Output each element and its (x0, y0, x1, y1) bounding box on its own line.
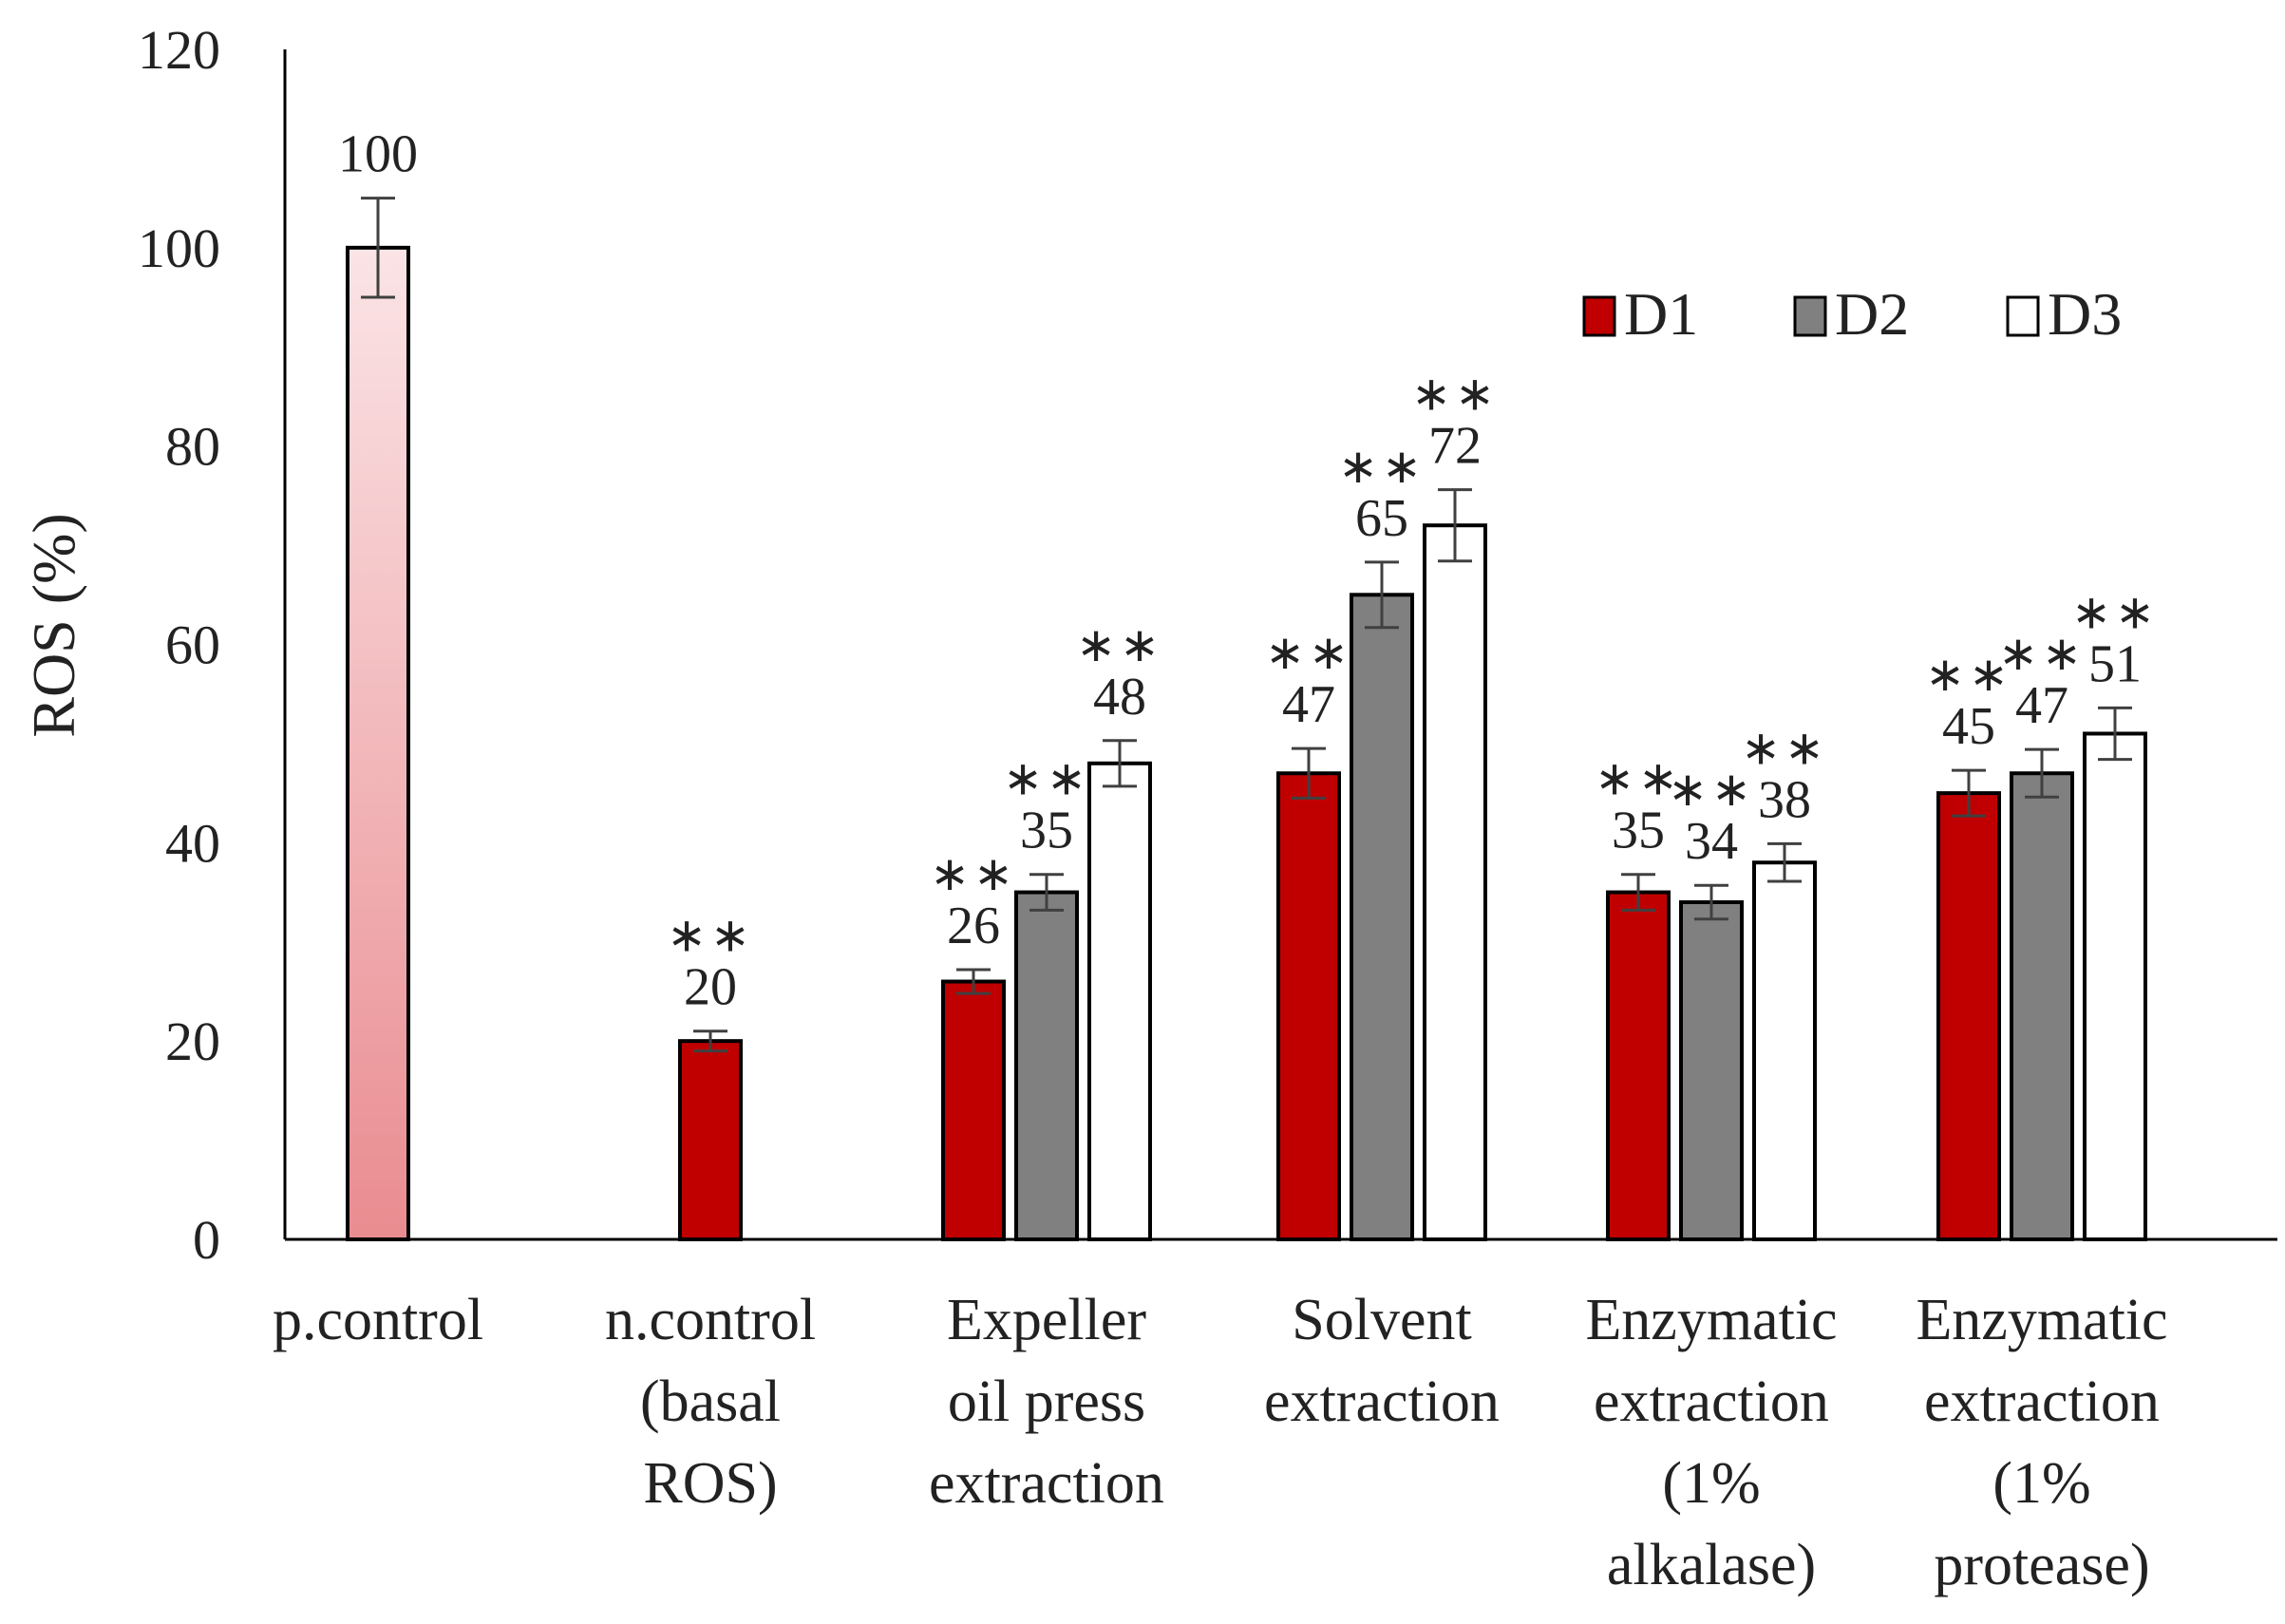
category-label: Enzymatic (1585, 1288, 1837, 1352)
data-label: 20 (684, 958, 737, 1017)
bar-d2 (1350, 593, 1414, 1241)
y-tick-label: 80 (165, 416, 220, 478)
bar-d3 (1423, 523, 1487, 1241)
data-label: 47 (1282, 675, 1335, 734)
significance-marker: ∗∗ (1265, 625, 1352, 680)
bar-d2 (1679, 899, 1744, 1241)
data-label: 48 (1093, 668, 1146, 727)
legend: D1 D2 D3 (1582, 280, 2122, 348)
category-label: extraction (1594, 1369, 1829, 1434)
category-label: ROS) (643, 1451, 777, 1516)
bar-d3 (1087, 761, 1152, 1241)
bar-d1 (1606, 890, 1671, 1242)
category-label: oil press (948, 1369, 1145, 1434)
significance-marker: ∗∗ (1411, 367, 1499, 422)
legend-label: D2 (1835, 280, 1909, 348)
significance-marker: ∗∗ (1076, 617, 1163, 672)
data-label: 38 (1758, 770, 1811, 829)
data-label: 35 (1612, 802, 1665, 860)
data-label: 51 (2088, 634, 2142, 693)
legend-swatch (1582, 295, 1616, 337)
data-label: 72 (1428, 417, 1482, 476)
category-label: Enzymatic (1916, 1288, 2167, 1352)
category-label: protease) (1934, 1533, 2149, 1597)
y-tick-label: 20 (165, 1010, 220, 1072)
y-tick-label: 60 (165, 614, 220, 676)
legend-label: D1 (1624, 280, 1698, 348)
bar-d3 (2083, 731, 2147, 1241)
bar-p-control (346, 245, 410, 1241)
data-label: 100 (338, 125, 418, 184)
y-tick-label: 100 (138, 217, 220, 279)
bar-d1 (941, 979, 1006, 1242)
category-label: alkalase) (1607, 1533, 1816, 1597)
legend-swatch (2006, 295, 2040, 337)
legend-swatch (1793, 295, 1827, 337)
category-label: (1% (1992, 1451, 2090, 1516)
category-label: extraction (929, 1451, 1164, 1516)
y-tick-label: 0 (193, 1209, 220, 1271)
significance-marker: ∗∗ (1003, 751, 1090, 806)
significance-marker: ∗∗ (1741, 720, 1828, 775)
labels: p.control n.control (basal ROS) Expeller oil … (273, 125, 2168, 1597)
significance-marker: ∗∗ (667, 908, 754, 963)
significance-marker: ∗∗ (930, 846, 1017, 901)
significance-marker: ∗∗ (1998, 626, 2086, 681)
category-label: Solvent (1292, 1288, 1471, 1352)
significance-marker: ∗∗ (1595, 751, 1682, 806)
category-label: (basal (640, 1369, 781, 1434)
bar-d2 (2010, 771, 2074, 1241)
category-label: extraction (1264, 1369, 1500, 1434)
data-label: 35 (1020, 802, 1073, 860)
data-label: 34 (1685, 812, 1738, 871)
significance-marker: ∗∗ (2071, 584, 2159, 639)
bar-d1 (678, 1039, 743, 1241)
axes: 0 20 40 60 80 100 120 ROS (%) (20, 19, 2277, 1271)
category-label: p.control (273, 1288, 483, 1352)
category-label: Expeller (947, 1288, 1146, 1352)
y-tick-label: 40 (165, 812, 220, 874)
data-label: 47 (2015, 676, 2068, 735)
bar-d1 (1276, 771, 1341, 1241)
category-label: (1% (1662, 1451, 1760, 1516)
bar-d2 (1014, 890, 1079, 1242)
y-axis-title: ROS (%) (20, 513, 87, 737)
significance-marker: ∗∗ (1338, 439, 1426, 494)
significance-marker: ∗∗ (1668, 762, 1755, 817)
legend-label: D3 (2048, 280, 2122, 348)
data-label: 65 (1355, 489, 1408, 548)
bar-d1 (1936, 791, 2001, 1241)
data-label: 45 (1942, 697, 1995, 756)
bar-d3 (1752, 860, 1817, 1241)
bars (346, 197, 2147, 1242)
significance-marker: ∗∗ (1925, 647, 2012, 702)
category-label: extraction (1924, 1369, 2160, 1434)
y-tick-label: 120 (138, 19, 220, 81)
data-label: 26 (947, 897, 1000, 955)
category-label: n.control (605, 1288, 816, 1352)
